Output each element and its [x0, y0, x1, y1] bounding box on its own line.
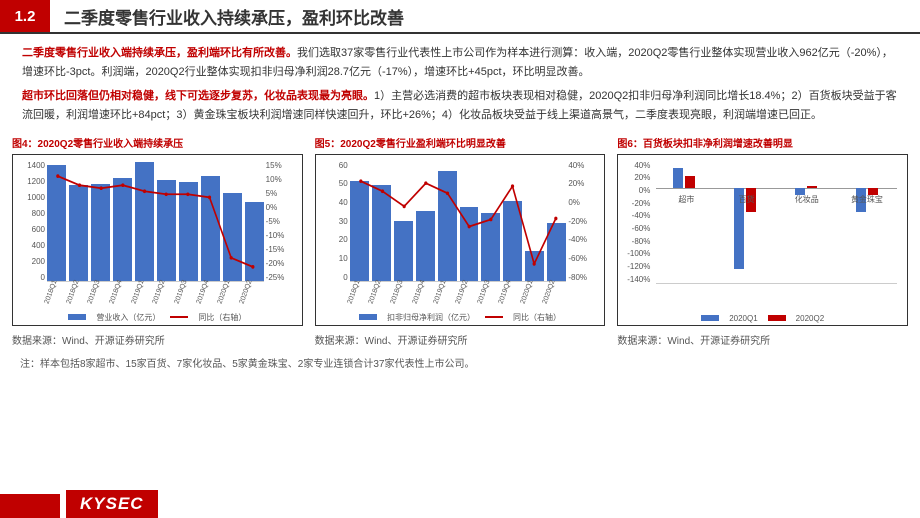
chart4-box: 1400120010008006004002000 15%10%5%0%-5%-… — [12, 154, 303, 326]
slide-title: 二季度零售行业收入持续承压，盈利环比改善 — [50, 0, 404, 32]
chart5-legend-line: 同比（右轴） — [513, 312, 561, 323]
footer: KYSEC — [0, 490, 158, 518]
para1-lead: 二季度零售行业收入端持续承压，盈利端环比有所改善。 — [22, 47, 297, 59]
para2-lead: 超市环比回落但仍相对稳健，线下可选逐步复苏，化妆品表现最为亮眼。 — [22, 90, 374, 102]
logo: KYSEC — [66, 490, 158, 518]
legend-swatch-line — [485, 316, 503, 318]
chart4-legend-bar: 营业收入（亿元） — [96, 312, 160, 323]
chart6-box: 40%20%0%-20%-40%-60%-80%-100%-120%-140% … — [617, 154, 908, 326]
chart5-bars — [350, 161, 567, 282]
chart5-yaxis-right: 40%20%0%-20%-40%-60%-80% — [568, 161, 598, 282]
charts-row: 图4：2020Q2零售行业收入端持续承压 1400120010008006004… — [0, 135, 920, 347]
chart4-title: 图4：2020Q2零售行业收入端持续承压 — [12, 135, 303, 150]
chart6-yaxis: 40%20%0%-20%-40%-60%-80%-100%-120%-140% — [624, 161, 650, 284]
chart5-source: 数据来源：Wind、开源证券研究所 — [315, 332, 606, 347]
chart4-yaxis-left: 1400120010008006004002000 — [19, 161, 45, 282]
chart5-xaxis: 2018Q12018Q22018Q32018Q42019Q12019Q22019… — [350, 282, 567, 308]
footer-block — [0, 494, 60, 518]
chart6-bars — [656, 161, 897, 284]
chart6-source: 数据来源：Wind、开源证券研究所 — [617, 332, 908, 347]
legend-swatch-line — [170, 316, 188, 318]
paragraph-1: 二季度零售行业收入端持续承压，盈利端环比有所改善。我们选取37家零售行业代表性上… — [22, 44, 898, 81]
chart4-bars — [47, 161, 264, 282]
chart5-yaxis-left: 6050403020100 — [322, 161, 348, 282]
body-text: 二季度零售行业收入端持续承压，盈利端环比有所改善。我们选取37家零售行业代表性上… — [0, 34, 920, 125]
paragraph-2: 超市环比回落但仍相对稳健，线下可选逐步复苏，化妆品表现最为亮眼。1）主营必选消费… — [22, 87, 898, 124]
chart6-title: 图6：百货板块扣非净利润增速改善明显 — [617, 135, 908, 150]
chart6-xaxis: 超市百货化妆品黄金珠宝 — [656, 194, 897, 208]
chart6: 图6：百货板块扣非净利润增速改善明显 40%20%0%-20%-40%-60%-… — [617, 135, 908, 347]
legend-swatch-bar — [359, 314, 377, 320]
chart5-legend-bar: 扣非归母净利润（亿元） — [387, 312, 475, 323]
chart5-legend: 扣非归母净利润（亿元） 同比（右轴） — [320, 312, 601, 323]
chart4-yaxis-right: 15%10%5%0%-5%-10%-15%-20%-25% — [266, 161, 296, 282]
chart4-xaxis: 2018Q12018Q22018Q32018Q42019Q12019Q22019… — [47, 282, 264, 308]
section-number: 1.2 — [0, 0, 50, 32]
footnote: 注：样本包括8家超市、15家百货、7家化妆品、5家黄金珠宝、2家专业连锁合计37… — [0, 347, 920, 370]
chart5-title: 图5：2020Q2零售行业盈利端环比明显改善 — [315, 135, 606, 150]
chart4-legend: 营业收入（亿元） 同比（右轴） — [17, 312, 298, 323]
chart6-legend: 2020Q12020Q2 — [622, 314, 903, 323]
chart4-legend-line: 同比（右轴） — [198, 312, 246, 323]
slide-header: 1.2 二季度零售行业收入持续承压，盈利环比改善 — [0, 0, 920, 34]
legend-swatch-bar — [68, 314, 86, 320]
chart5-box: 6050403020100 40%20%0%-20%-40%-60%-80% 2… — [315, 154, 606, 326]
chart4: 图4：2020Q2零售行业收入端持续承压 1400120010008006004… — [12, 135, 303, 347]
chart4-source: 数据来源：Wind、开源证券研究所 — [12, 332, 303, 347]
chart5: 图5：2020Q2零售行业盈利端环比明显改善 6050403020100 40%… — [315, 135, 606, 347]
